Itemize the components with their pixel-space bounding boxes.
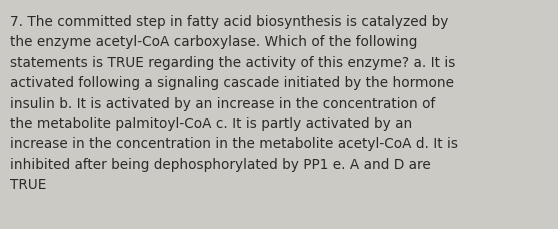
Text: 7. The committed step in fatty acid biosynthesis is catalyzed by
the enzyme acet: 7. The committed step in fatty acid bios… — [10, 15, 458, 191]
